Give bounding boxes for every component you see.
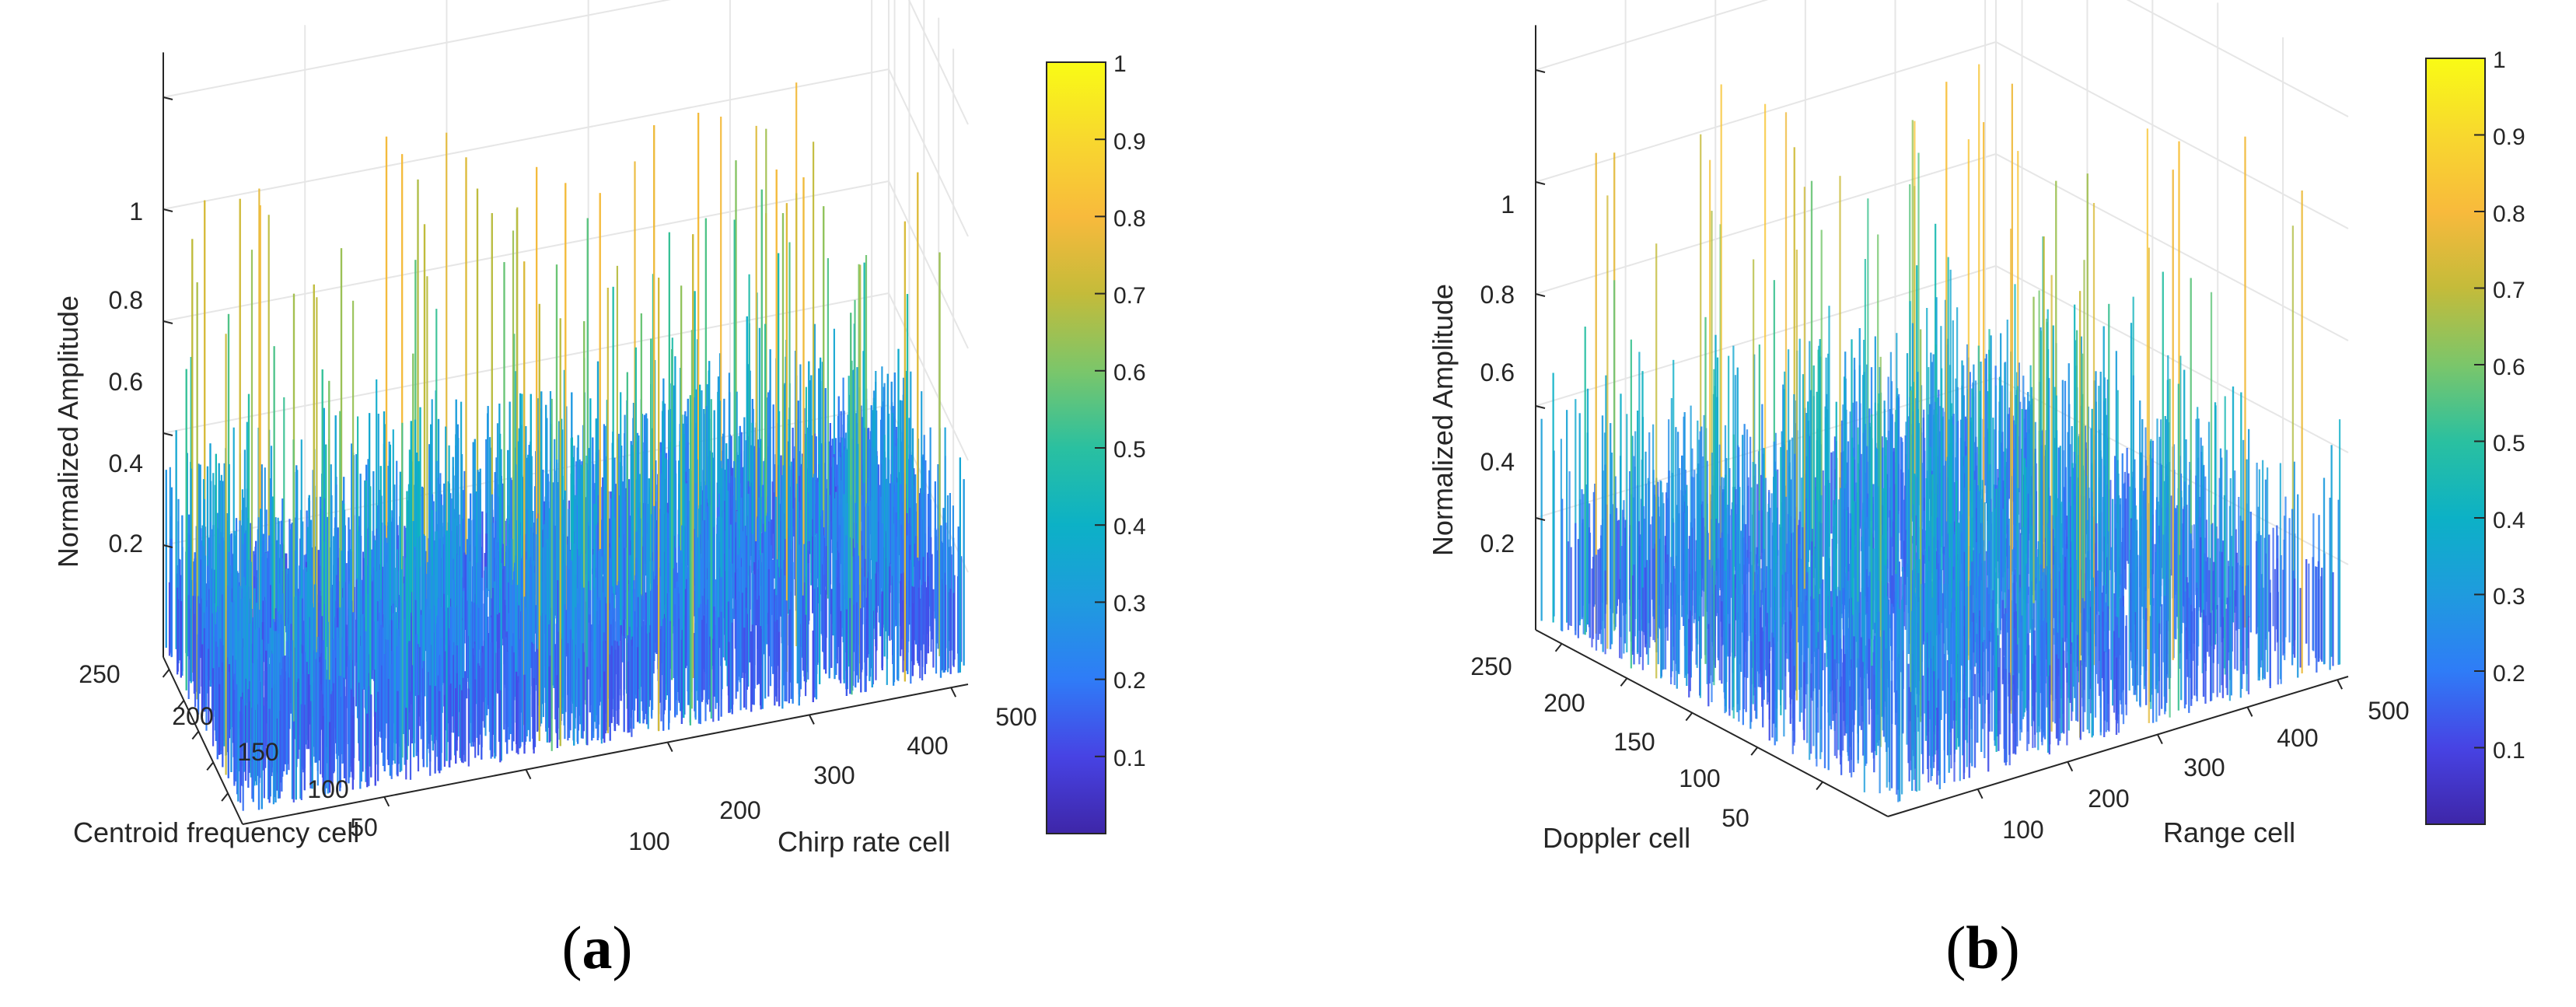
panel-a: 0.2 0.4 0.6 0.8 1 Normalized Amplitude 2… <box>52 0 1146 981</box>
gridline <box>163 68 969 237</box>
gridline <box>163 180 969 349</box>
panel-a-surface <box>165 82 965 811</box>
gridline <box>163 292 969 461</box>
gridline <box>163 0 969 125</box>
gridline <box>163 404 969 573</box>
